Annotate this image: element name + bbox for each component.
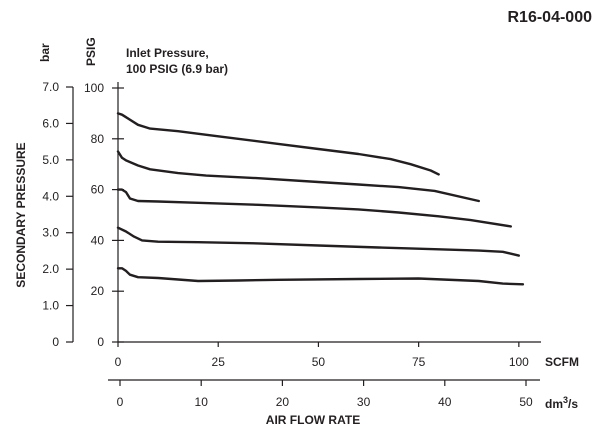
x-unit-secondary-sup: 3 (563, 395, 568, 405)
y-tick-label: 60 (91, 183, 105, 197)
x-axis-label: AIR FLOW RATE (266, 413, 360, 427)
pressure-curve (116, 150, 480, 203)
x-tick-label: 75 (412, 355, 426, 369)
pressure-curve (116, 188, 512, 228)
x-tick-label: 0 (115, 355, 122, 369)
y2-tick-label: 0 (52, 335, 59, 349)
x-unit-primary: SCFM (545, 355, 579, 369)
pressure-curves (116, 112, 525, 286)
x2-tick-label: 20 (276, 395, 290, 409)
y2-tick-label: 3.0 (42, 226, 59, 240)
annotation-line-1: Inlet Pressure, (126, 46, 209, 60)
y-tick-label: 40 (91, 233, 105, 247)
pressure-curve (116, 226, 520, 257)
x-unit-secondary-base: dm (545, 397, 563, 411)
x2-tick-label: 50 (519, 395, 533, 409)
x-tick-label: 25 (212, 355, 226, 369)
y-tick-label: 0 (97, 335, 104, 349)
y2-tick-label: 1.0 (42, 299, 59, 313)
y-tick-label: 100 (84, 81, 104, 95)
x2-tick-label: 40 (438, 395, 452, 409)
y-unit-secondary: bar (38, 43, 52, 62)
x2-tick-label: 10 (195, 395, 209, 409)
annotation-line-2: 100 PSIG (6.9 bar) (126, 62, 228, 76)
y2-tick-label: 4.0 (42, 189, 59, 203)
annotation-box (119, 38, 259, 82)
pressure-curve (116, 267, 525, 286)
x-unit-secondary: dm3/s (545, 395, 578, 411)
y-unit-primary: PSIG (84, 37, 98, 66)
x2-tick-label: 30 (357, 395, 371, 409)
axes (66, 82, 541, 386)
x-tick-label: 50 (312, 355, 326, 369)
y2-tick-label: 6.0 (42, 116, 59, 130)
y2-tick-label: 7.0 (42, 80, 59, 94)
x-tick-label: 100 (509, 355, 529, 369)
pressure-curve (116, 112, 440, 176)
x-unit-secondary-tail: /s (568, 397, 578, 411)
x2-tick-label: 0 (117, 395, 124, 409)
y-tick-label: 80 (91, 132, 105, 146)
y-tick-label: 20 (91, 284, 105, 298)
y-axis-label: SECONDARY PRESSURE (14, 142, 28, 287)
chart-code: R16-04-000 (508, 9, 593, 26)
y2-tick-label: 2.0 (42, 262, 59, 276)
y2-tick-label: 5.0 (42, 153, 59, 167)
